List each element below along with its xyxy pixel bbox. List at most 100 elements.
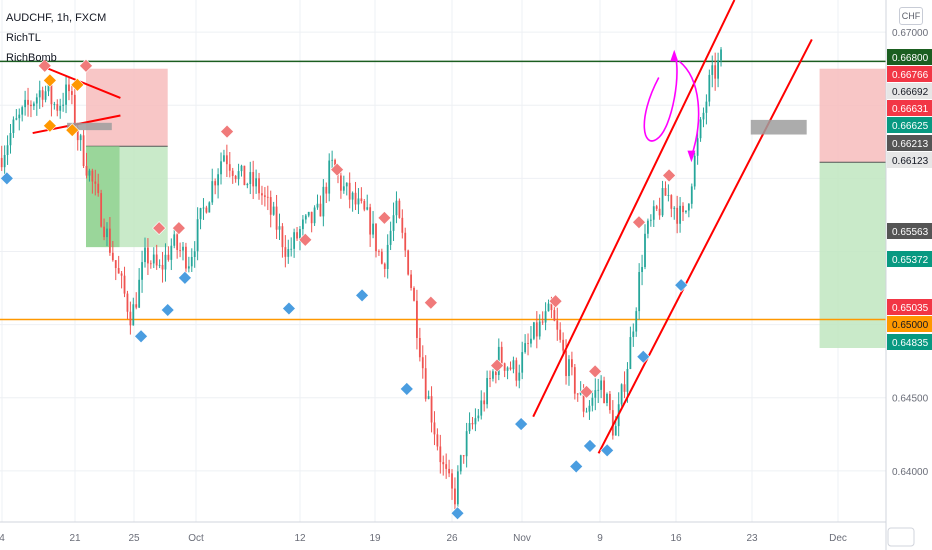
candle-body bbox=[82, 135, 85, 166]
x-tick-label: 4 bbox=[0, 533, 5, 544]
candle-body bbox=[571, 359, 573, 368]
candle-body bbox=[515, 360, 518, 381]
y-tick-label: 0.64500 bbox=[892, 394, 929, 405]
arrowhead-down bbox=[687, 150, 696, 163]
indicator-richbomb[interactable]: RichBomb bbox=[6, 52, 57, 64]
candle-body bbox=[614, 426, 617, 436]
candle-body bbox=[354, 192, 357, 205]
candle-body bbox=[600, 380, 603, 390]
candle-body bbox=[228, 164, 231, 171]
candle-body bbox=[193, 251, 196, 257]
signal-top-marker bbox=[377, 210, 392, 225]
candle-body bbox=[161, 264, 164, 270]
candle-body bbox=[366, 207, 369, 210]
signal-bottom-marker bbox=[399, 382, 414, 396]
candle-body bbox=[579, 392, 582, 395]
candle-body bbox=[30, 104, 32, 107]
signal-top-marker bbox=[37, 58, 52, 73]
candle-body bbox=[196, 219, 199, 252]
candle-body bbox=[500, 346, 503, 364]
candle-body bbox=[12, 119, 15, 134]
candle-body bbox=[576, 393, 579, 395]
candle-body bbox=[240, 165, 243, 172]
candle-body bbox=[179, 249, 181, 251]
candle-body bbox=[252, 172, 255, 187]
signal-top-marker bbox=[548, 294, 563, 309]
x-tick-label: Nov bbox=[513, 533, 531, 544]
signal-bottom-marker bbox=[514, 417, 529, 431]
candle-body bbox=[70, 91, 73, 95]
candle-body bbox=[44, 91, 47, 100]
price-label: 0.66800 bbox=[892, 53, 929, 64]
candle-body bbox=[679, 205, 681, 224]
x-tick-label: 19 bbox=[369, 533, 381, 544]
signal-top-marker bbox=[423, 295, 438, 310]
candle-body bbox=[699, 119, 702, 139]
signal-top-marker bbox=[220, 124, 234, 139]
price-label-bg bbox=[887, 100, 932, 116]
candle-body bbox=[550, 303, 553, 311]
candle-body bbox=[296, 232, 298, 239]
triangle-upper-line bbox=[44, 66, 121, 99]
candle-body bbox=[243, 165, 246, 186]
signal-bottom-marker bbox=[134, 329, 148, 344]
price-label: 0.66766 bbox=[892, 70, 929, 81]
candle-body bbox=[685, 210, 687, 213]
candle-body bbox=[445, 464, 448, 469]
y-tick-label: 0.67000 bbox=[892, 28, 929, 39]
candle-body bbox=[293, 232, 296, 249]
indicator-richtl[interactable]: RichTL bbox=[6, 32, 41, 44]
candle-body bbox=[430, 396, 433, 423]
candle-body bbox=[325, 186, 328, 194]
candle-body bbox=[532, 322, 535, 339]
candle-body bbox=[357, 198, 360, 205]
candle-body bbox=[331, 159, 334, 161]
candle-body bbox=[609, 393, 611, 411]
candle-body bbox=[471, 423, 474, 425]
candle-body bbox=[626, 368, 629, 392]
candle-body bbox=[544, 311, 547, 323]
currency-button[interactable]: CHF bbox=[899, 7, 923, 25]
candle-body bbox=[211, 181, 214, 203]
signal-bottom-marker bbox=[583, 439, 597, 453]
candle-body bbox=[649, 219, 652, 221]
candle-body bbox=[65, 84, 67, 105]
candle-body bbox=[530, 338, 532, 344]
candle-body bbox=[106, 228, 108, 238]
candle-body bbox=[97, 183, 100, 194]
candle-body bbox=[673, 207, 676, 209]
signal-bottom-marker bbox=[355, 288, 369, 303]
candle-body bbox=[439, 446, 442, 463]
candle-body bbox=[538, 321, 541, 337]
candle-body bbox=[603, 380, 605, 404]
signal-top-marker bbox=[632, 215, 646, 230]
candle-body bbox=[436, 434, 439, 447]
candle-body bbox=[249, 172, 252, 184]
candle-body bbox=[155, 254, 158, 266]
long-position-1-target-zone bbox=[86, 68, 168, 147]
candle-body bbox=[94, 181, 97, 184]
price-label-bg bbox=[887, 251, 932, 267]
candle-body bbox=[234, 175, 237, 180]
candle-body bbox=[59, 105, 62, 111]
signal-top-marker bbox=[490, 358, 505, 373]
candle-body bbox=[448, 468, 450, 474]
candle-body bbox=[562, 339, 565, 351]
candle-body bbox=[50, 85, 53, 105]
candle-body bbox=[635, 311, 638, 332]
candle-body bbox=[489, 378, 491, 379]
candle-body bbox=[328, 160, 331, 194]
y-tick-label: 0.64000 bbox=[892, 467, 929, 478]
candle-body bbox=[477, 415, 480, 419]
signal-bottom-marker bbox=[177, 270, 192, 285]
candle-body bbox=[395, 200, 398, 216]
candle-body bbox=[386, 244, 389, 269]
candle-body bbox=[638, 272, 641, 312]
candle-body bbox=[623, 384, 626, 392]
candle-body bbox=[389, 230, 392, 245]
candle-body bbox=[149, 263, 152, 265]
candle-body bbox=[141, 262, 143, 280]
candle-body bbox=[369, 207, 372, 235]
candle-body bbox=[696, 138, 699, 156]
